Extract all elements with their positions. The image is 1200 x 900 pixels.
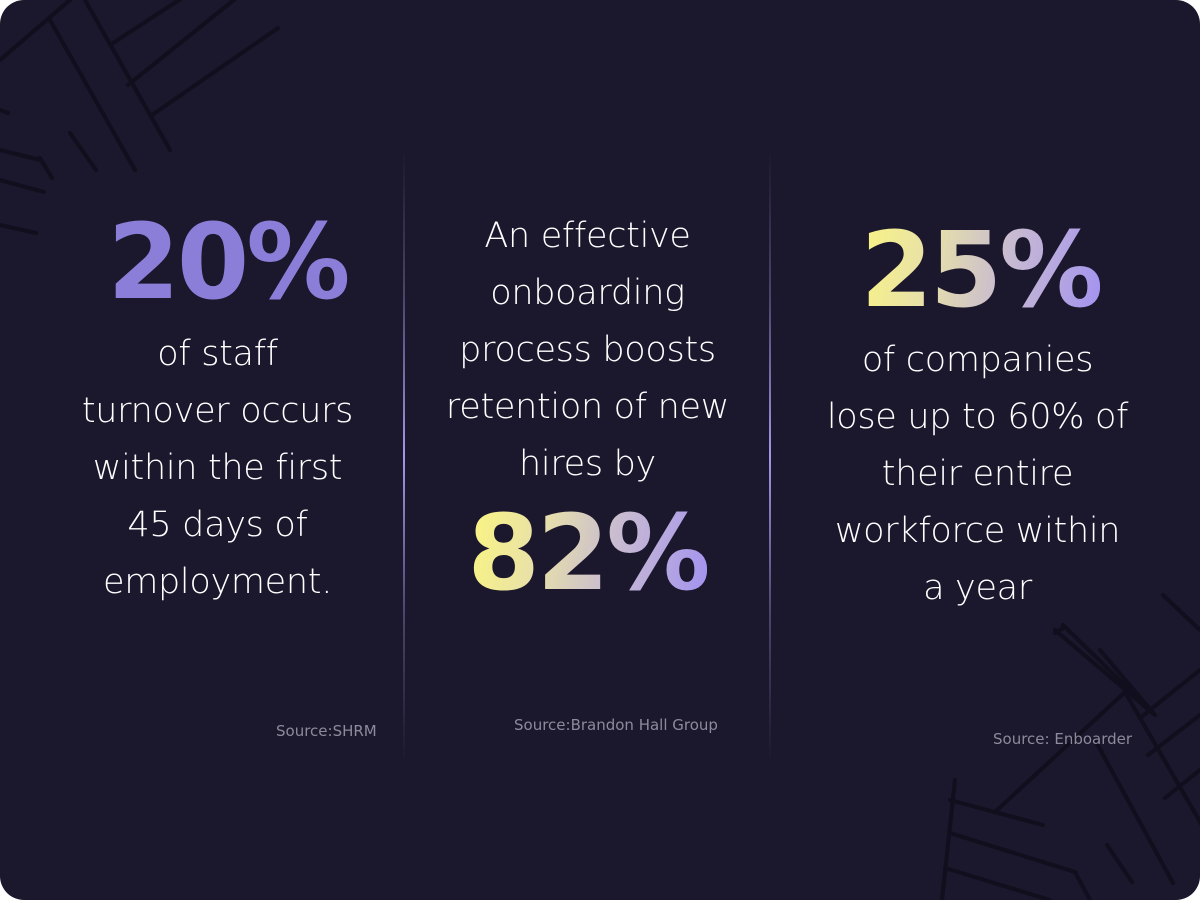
description-line: lose up to 60% of — [826, 397, 1129, 437]
description-line: a year — [923, 568, 1032, 608]
intro-line: hires by — [519, 444, 656, 484]
description-line: workforce within — [834, 511, 1121, 551]
description-line: their entire — [881, 454, 1074, 494]
source-shrm: Source:SHRM — [276, 722, 377, 740]
divider-left — [403, 150, 405, 762]
intro-line: retention of new — [445, 387, 730, 427]
stat-description: of staff turnover occurs within the firs… — [40, 326, 395, 611]
stat-description: of companies lose up to 60% of their ent… — [800, 332, 1155, 617]
description-line: 45 days of — [127, 505, 308, 545]
description-line: employment. — [102, 562, 333, 602]
stat-column-3: 25% of companies lose up to 60% of their… — [800, 218, 1155, 617]
source-brandon-hall-group: Source:Brandon Hall Group — [514, 716, 718, 734]
intro-line: process boosts — [459, 330, 716, 370]
stat-value-82-percent: 82% — [467, 492, 711, 614]
stat-intro: An effective onboarding process boosts r… — [415, 208, 760, 493]
description-line: turnover occurs — [81, 391, 354, 431]
stat-column-1: 20% of staff turnover occurs within the … — [40, 210, 395, 611]
stat-value-25-percent: 25% — [855, 218, 1104, 322]
intro-line: An effective — [484, 216, 691, 256]
description-line: of companies — [861, 340, 1094, 380]
intro-line: onboarding — [490, 273, 685, 313]
stat-column-2: An effective onboarding process boosts r… — [415, 208, 760, 605]
stat-value-20-percent: 20% — [107, 201, 351, 323]
source-enboarder: Source: Enboarder — [993, 730, 1133, 748]
description-line: within the first — [92, 448, 343, 488]
description-line: of staff — [157, 334, 278, 374]
divider-right — [769, 150, 771, 762]
